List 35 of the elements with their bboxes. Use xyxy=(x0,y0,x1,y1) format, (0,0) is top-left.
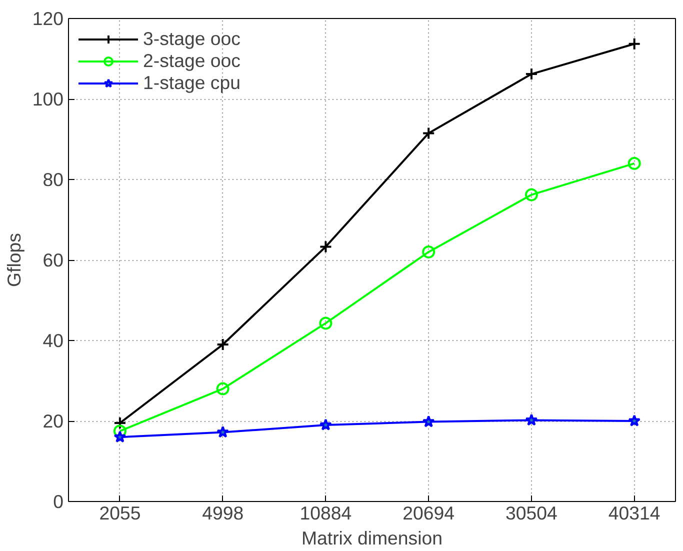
point xyxy=(524,68,538,81)
point xyxy=(525,414,538,426)
point xyxy=(422,415,435,428)
y-tick-label: 0 xyxy=(53,491,64,512)
legend-label: 2-stage ooc xyxy=(143,50,240,72)
y-tick-label: 120 xyxy=(32,8,64,29)
x-tick-label: 30504 xyxy=(506,502,558,524)
y-axis-title: Gflops xyxy=(3,233,24,287)
point xyxy=(113,416,126,430)
point xyxy=(216,338,230,352)
point xyxy=(422,245,436,258)
y-tick-label: 60 xyxy=(42,250,64,270)
point xyxy=(422,126,436,140)
x-tick-label: 40314 xyxy=(608,502,660,524)
point xyxy=(216,426,230,438)
legend-label: 1-stage cpu xyxy=(143,72,240,94)
x-axis-title: Matrix dimension xyxy=(301,528,443,548)
y-tick-label: 40 xyxy=(42,330,64,351)
y-tick-label: 100 xyxy=(32,88,64,110)
point xyxy=(319,418,332,430)
point xyxy=(319,316,332,330)
x-tick-label: 4998 xyxy=(202,502,244,524)
point xyxy=(114,430,126,443)
point xyxy=(628,37,641,50)
y-tick-label: 20 xyxy=(42,410,64,432)
legend-label: 3-stage ooc xyxy=(143,28,240,50)
point xyxy=(628,156,641,170)
point xyxy=(524,188,538,202)
point xyxy=(216,382,230,396)
x-tick-label: 10884 xyxy=(300,502,352,524)
y-tick-label: 80 xyxy=(42,169,64,190)
x-tick-label: 2055 xyxy=(99,502,141,524)
point xyxy=(319,240,332,254)
point xyxy=(628,414,641,426)
x-tick-label: 20694 xyxy=(402,502,455,524)
